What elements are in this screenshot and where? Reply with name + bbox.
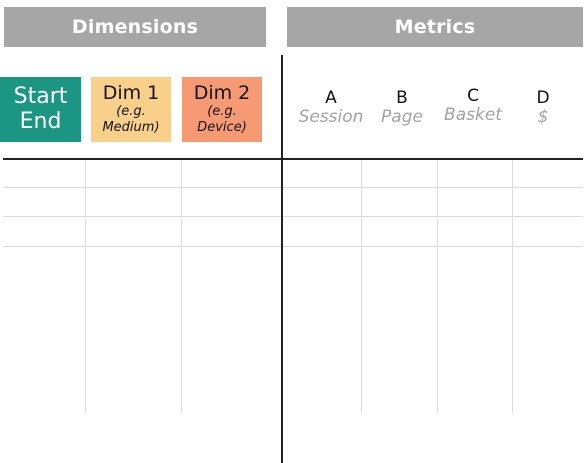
dim2-example: Device) — [197, 119, 247, 135]
dimension-metric-divider — [281, 55, 283, 463]
metric-c-name: Basket — [444, 104, 502, 125]
dimensions-header: Dimensions — [4, 7, 266, 47]
metric-a-name: Session — [298, 106, 364, 127]
grid-row-line — [3, 246, 583, 247]
dim1-title: Dim 1 — [102, 81, 160, 104]
metric-d-letter: D — [536, 88, 550, 108]
grid-col-line — [181, 158, 182, 413]
metric-d-name: $ — [537, 106, 549, 127]
grid-col-line — [437, 158, 438, 413]
metric-b: B Page — [381, 89, 423, 126]
dim1-example-prefix: (e.g. — [116, 103, 146, 119]
metric-b-letter: B — [396, 88, 408, 108]
metric-c-letter: C — [467, 86, 479, 106]
grid-col-line — [361, 158, 362, 413]
dimension-dim1: Dim 1 (e.g. Medium) — [91, 77, 171, 142]
dim1-example: Medium) — [102, 119, 160, 135]
dimension-start-end: Start End — [0, 77, 81, 142]
grid-col-line — [85, 158, 86, 413]
dim2-example-prefix: (e.g. — [207, 103, 237, 119]
grid-col-line — [512, 158, 513, 413]
dimension-dim2: Dim 2 (e.g. Device) — [182, 77, 262, 142]
header-divider-line — [3, 158, 583, 160]
end-label: End — [19, 108, 62, 134]
start-label: Start — [13, 84, 68, 110]
metrics-header: Metrics — [287, 7, 583, 47]
grid-row-line — [3, 216, 583, 217]
metric-a: A Session — [299, 89, 364, 126]
metric-d: D $ — [536, 89, 549, 126]
dim2-title: Dim 2 — [193, 81, 251, 104]
metric-c: C Basket — [444, 87, 502, 124]
grid-row-line — [3, 187, 583, 188]
metric-b-name: Page — [381, 106, 423, 127]
metric-a-letter: A — [325, 88, 337, 108]
